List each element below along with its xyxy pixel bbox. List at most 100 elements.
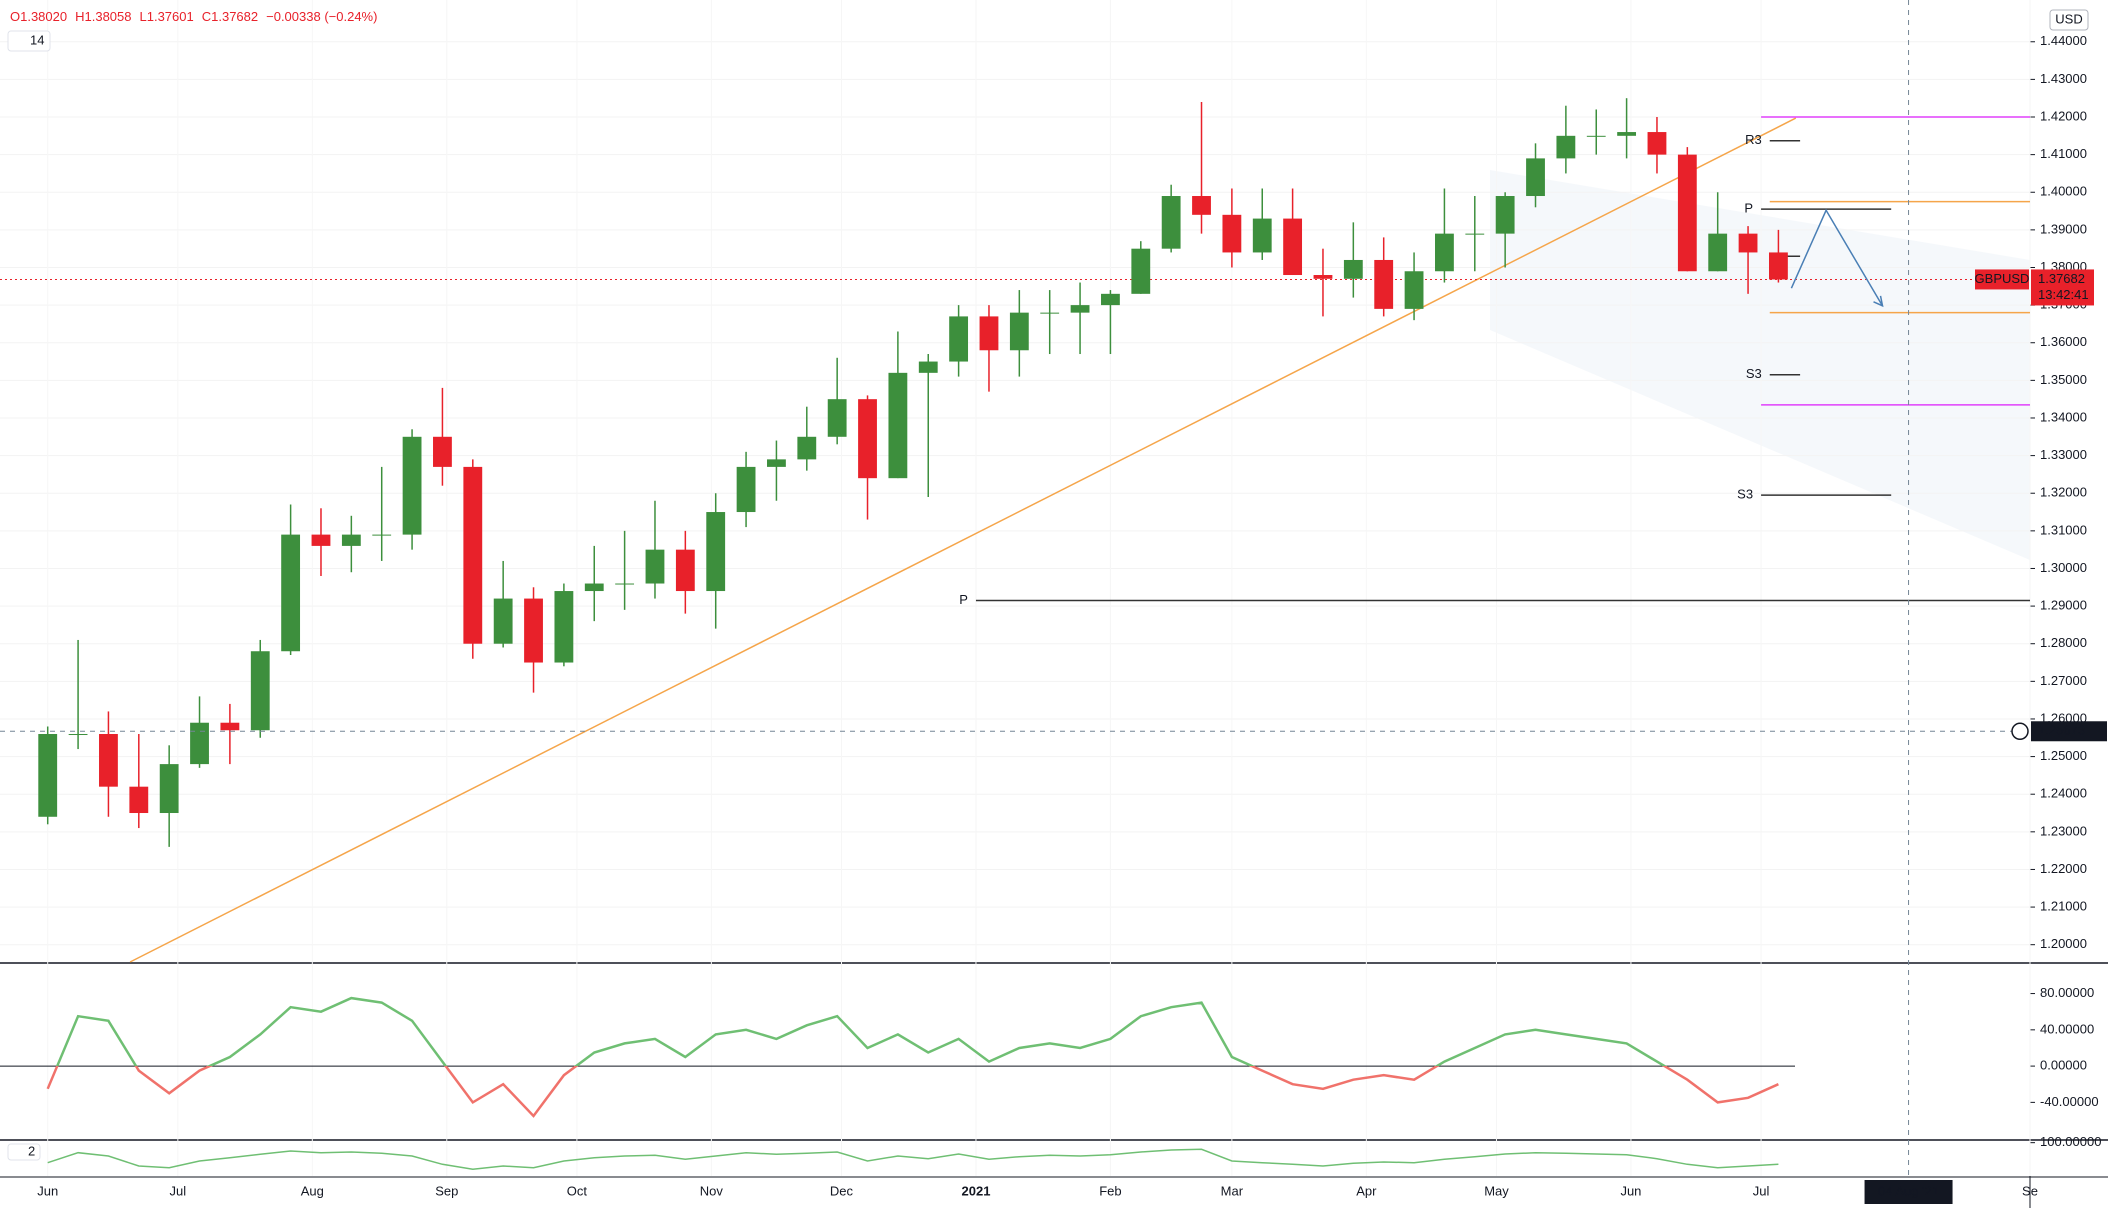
- trendline: [129, 117, 1797, 963]
- y-tick-label: 1.21000: [2040, 899, 2087, 914]
- candle-body: [250, 651, 270, 731]
- y-tick-label: 0.00000: [2040, 1058, 2087, 1073]
- candle-body: [1738, 233, 1758, 253]
- crosshair-price-box: [2031, 721, 2107, 742]
- x-tick-label: Dec: [830, 1183, 854, 1198]
- crosshair-date-box: [1864, 1180, 1953, 1204]
- candle-body: [706, 512, 726, 592]
- x-tick-label: Jun: [37, 1183, 58, 1198]
- x-tick-label: Mar: [1221, 1183, 1244, 1198]
- y-tick-label: 1.34000: [2040, 409, 2087, 424]
- ohlc-value: L1.37601: [140, 9, 194, 24]
- crosshair-icon[interactable]: [2011, 722, 2029, 741]
- candle-body: [888, 372, 908, 479]
- candle-body: [979, 316, 999, 351]
- currency-label: USD: [2055, 11, 2082, 26]
- candle-body: [341, 534, 361, 546]
- candle-body: [1586, 135, 1606, 137]
- currency-box[interactable]: [2049, 9, 2089, 31]
- candle-body: [858, 399, 877, 479]
- y-tick-label: 1.25000: [2040, 748, 2087, 763]
- candle-body: [1009, 312, 1029, 351]
- crosshair-date-label: 04 Aug '21: [1878, 1183, 1939, 1198]
- study-toggle[interactable]: [7, 1143, 41, 1161]
- ohlc-value: −0.00338 (−0.24%): [266, 9, 377, 24]
- level-label: P: [959, 592, 968, 607]
- y-tick-label: 1.44000: [2040, 33, 2087, 48]
- x-tick-label: Apr: [1356, 1183, 1377, 1198]
- y-tick-label: 1.22000: [2040, 861, 2087, 876]
- y-tick-label: 1.40000: [2040, 184, 2087, 199]
- candle-body: [38, 734, 58, 817]
- candle-body: [68, 734, 88, 736]
- candle-body: [402, 436, 422, 535]
- candle-body: [1101, 293, 1120, 306]
- candle-body: [827, 399, 847, 437]
- candle-body: [949, 316, 969, 362]
- candle-body: [281, 534, 301, 652]
- y-tick-label: 1.41000: [2040, 146, 2087, 161]
- x-tick-label: Jul: [170, 1183, 187, 1198]
- candle-body: [1556, 135, 1576, 159]
- candle-body: [1465, 233, 1485, 235]
- y-tick-label: 100.00000: [2040, 1134, 2101, 1149]
- candle-body: [554, 591, 574, 663]
- study-toggle[interactable]: [7, 30, 51, 52]
- candle-body: [311, 534, 331, 546]
- candle-body: [99, 734, 118, 787]
- candle-body: [767, 459, 786, 467]
- x-tick-label: Jun: [1620, 1183, 1641, 1198]
- candle-body: [1222, 214, 1242, 253]
- x-tick-label: Oct: [567, 1183, 588, 1198]
- candle-body: [918, 361, 938, 373]
- candle-body: [1343, 259, 1363, 279]
- study-label: 2: [28, 1143, 35, 1158]
- candle-body: [1374, 259, 1394, 309]
- symbol-box: [1975, 269, 2029, 290]
- study-label: 14: [30, 32, 44, 47]
- x-tick-label: Aug: [301, 1183, 324, 1198]
- countdown-label: 13:42:41: [2038, 287, 2089, 302]
- candle-body: [1647, 132, 1667, 155]
- y-tick-label: 1.39000: [2040, 221, 2087, 236]
- candle-body: [1495, 196, 1515, 234]
- projection-arrowhead: [1873, 295, 1884, 308]
- indicator-line: [47, 1148, 1779, 1171]
- candle-body: [190, 722, 209, 765]
- y-tick-label: 1.32000: [2040, 485, 2087, 500]
- y-tick-label: 1.35000: [2040, 372, 2087, 387]
- candle-body: [1526, 158, 1545, 197]
- oscillator-line: [46, 996, 1779, 1118]
- candle-body: [675, 549, 695, 592]
- x-tick-label: Se: [2022, 1183, 2038, 1198]
- candle-body: [463, 466, 483, 644]
- candle-body: [1161, 196, 1181, 249]
- candle-body: [1192, 196, 1211, 215]
- x-tick-label: May: [1484, 1183, 1509, 1198]
- level-label: P: [1744, 201, 1753, 216]
- candle-body: [433, 436, 452, 467]
- y-tick-label: 1.42000: [2040, 108, 2087, 123]
- y-tick-label: 1.36000: [2040, 334, 2087, 349]
- x-tick-label: Nov: [700, 1183, 724, 1198]
- candle-body: [1435, 233, 1454, 272]
- level-label: S3: [1746, 366, 1762, 381]
- y-tick-label: 1.33000: [2040, 447, 2087, 462]
- x-tick-label: Sep: [435, 1183, 458, 1198]
- candle-body: [1313, 275, 1333, 279]
- candle-body: [584, 583, 604, 592]
- projection-path: [1790, 208, 1884, 307]
- y-tick-label: 40.00000: [2040, 1021, 2094, 1036]
- candle-body: [493, 598, 513, 644]
- ohlc-value: C1.37682: [202, 9, 258, 24]
- candle-body: [797, 436, 817, 460]
- candle-body: [1252, 218, 1272, 253]
- candle-body: [1617, 132, 1637, 136]
- y-tick-label: 80.00000: [2040, 985, 2094, 1000]
- last-price-label: 1.37682: [2038, 271, 2085, 286]
- y-tick-label: 1.24000: [2040, 786, 2087, 801]
- x-tick-label: Feb: [1099, 1183, 1121, 1198]
- ohlc-value: H1.38058: [75, 9, 131, 24]
